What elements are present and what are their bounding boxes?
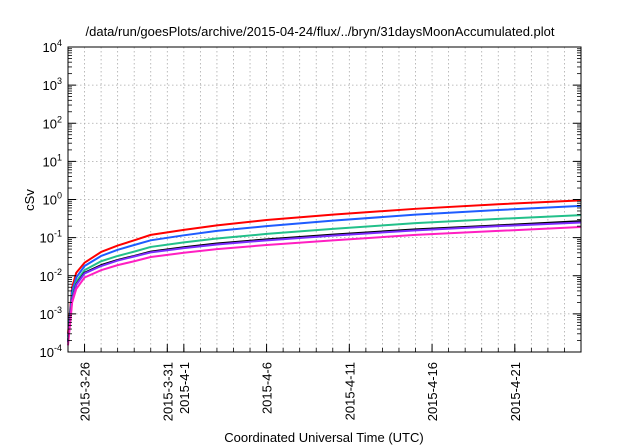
x-tick-label: 2015-4-6 xyxy=(260,362,275,414)
y-tick-label: 10-4 xyxy=(40,343,62,360)
x-tick-label: 2015-4-1 xyxy=(177,362,192,414)
y-axis-label: cSv xyxy=(22,189,37,211)
y-tick-label: 104 xyxy=(43,38,62,55)
series-lines xyxy=(67,199,582,346)
y-tick-label: 10-1 xyxy=(40,229,62,246)
chart-title: /data/run/goesPlots/archive/2015-04-24/f… xyxy=(86,24,555,39)
y-tick-label: 10-3 xyxy=(40,305,62,322)
x-tick-label: 2015-3-31 xyxy=(160,362,175,421)
x-axis-ticks: 2015-3-26 2015-3-31 2015-4-1 2015-4-6 2015-4… xyxy=(78,344,565,421)
grid xyxy=(68,47,581,352)
series-line-3 xyxy=(67,214,582,341)
series-line-2 xyxy=(67,204,582,337)
x-tick-label: 2015-3-26 xyxy=(78,362,93,421)
y-tick-label: 100 xyxy=(43,191,62,208)
x-axis-label: Coordinated Universal Time (UTC) xyxy=(224,430,423,445)
series-line-5 xyxy=(67,221,582,343)
x-tick-label: 2015-4-21 xyxy=(508,362,523,421)
y-tick-label: 10-2 xyxy=(40,267,62,284)
y-tick-label: 103 xyxy=(43,76,62,93)
y-axis-ticks: 10-4 10-3 10-2 10-1 100 101 102 103 104 xyxy=(40,38,581,360)
y-tick-label: 102 xyxy=(43,114,62,131)
series-line-1 xyxy=(67,199,582,334)
x-tick-label: 2015-4-16 xyxy=(425,362,440,421)
x-tick-label: 2015-4-11 xyxy=(342,362,357,420)
y-tick-label: 101 xyxy=(43,152,62,169)
series-line-6 xyxy=(67,226,582,346)
